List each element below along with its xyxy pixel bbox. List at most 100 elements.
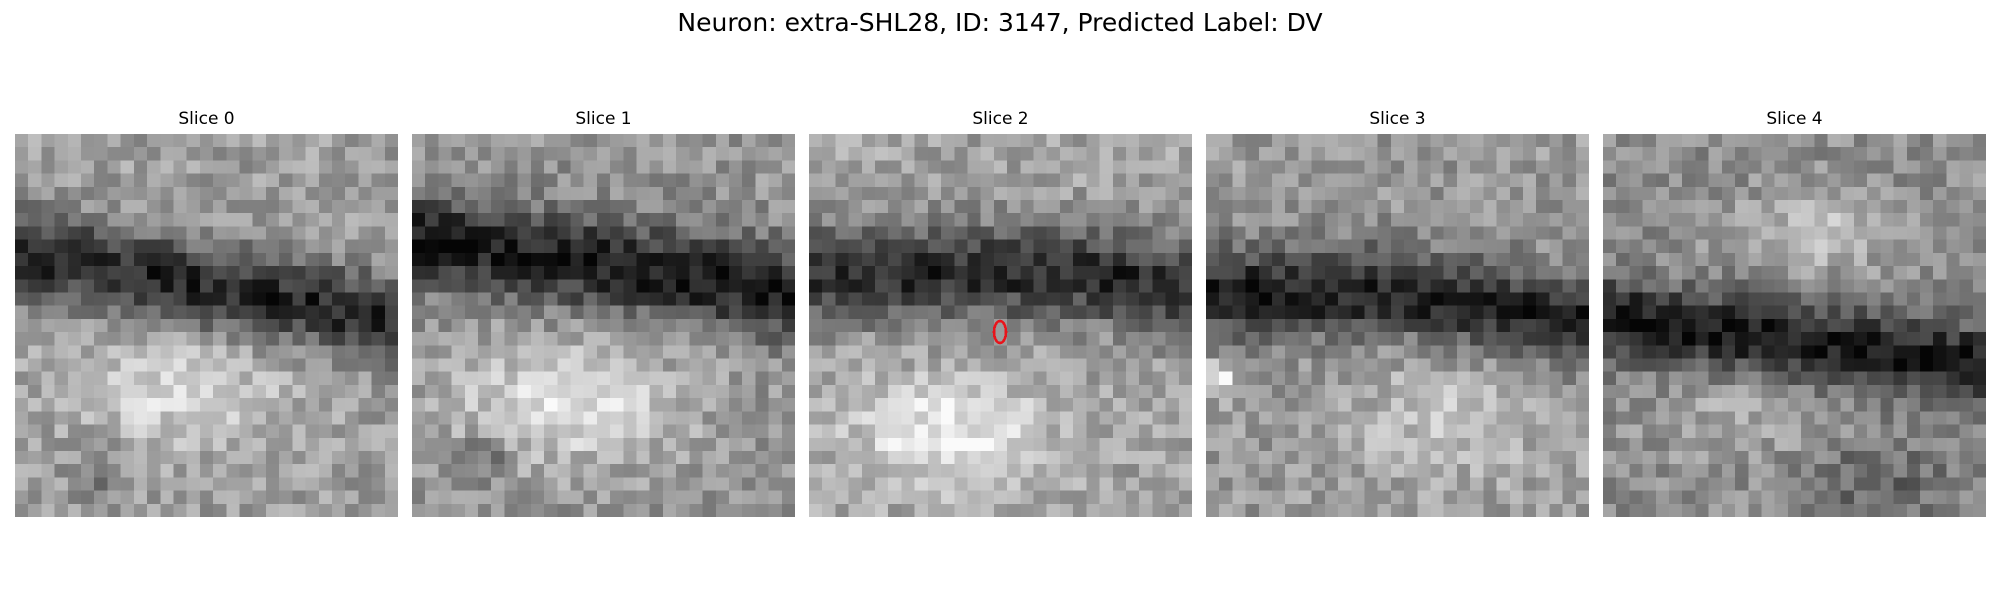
slice-pixel bbox=[1907, 160, 1921, 174]
slice-pixel bbox=[1656, 451, 1670, 465]
slice-pixel bbox=[1549, 134, 1563, 148]
slice-pixel bbox=[425, 345, 439, 359]
slice-pixel bbox=[253, 253, 267, 267]
slice-pixel bbox=[901, 266, 915, 280]
slice-pixel bbox=[954, 147, 968, 161]
slice-pixel bbox=[1722, 226, 1736, 240]
slice-pixel bbox=[240, 226, 254, 240]
slice-pixel bbox=[597, 253, 611, 267]
slice-pixel bbox=[967, 160, 981, 174]
slice-pixel bbox=[266, 451, 280, 465]
slice-pixel bbox=[345, 319, 359, 333]
slice-pixel bbox=[928, 319, 942, 333]
slice-pixel bbox=[1060, 477, 1074, 491]
slice-pixel bbox=[570, 398, 584, 412]
slice-pixel bbox=[147, 292, 161, 306]
slice-pixel bbox=[385, 451, 398, 465]
slice-pixel bbox=[306, 187, 320, 201]
slice-pixel bbox=[875, 160, 889, 174]
slice-pixel bbox=[1497, 266, 1511, 280]
slice-pixel bbox=[1298, 332, 1312, 346]
slice-pixel bbox=[557, 253, 571, 267]
slice-pixel bbox=[319, 253, 333, 267]
slice-pixel bbox=[1894, 425, 1908, 439]
slice-pixel bbox=[213, 359, 227, 373]
slice-pixel bbox=[901, 253, 915, 267]
slice-pixel bbox=[1867, 451, 1881, 465]
slice-pixel bbox=[1695, 213, 1709, 227]
slice-pixel bbox=[1973, 319, 1986, 333]
slice-pixel bbox=[663, 425, 677, 439]
slice-pixel bbox=[173, 464, 187, 478]
slice-pixel bbox=[1920, 319, 1934, 333]
slice-pixel bbox=[81, 160, 95, 174]
slice-pixel bbox=[703, 253, 717, 267]
slice-pixel bbox=[1775, 213, 1789, 227]
slice-pixel bbox=[173, 306, 187, 320]
slice-pixel bbox=[385, 253, 398, 267]
slice-pixel bbox=[134, 477, 148, 491]
slice-pixel bbox=[1086, 491, 1100, 505]
slice-pixel bbox=[1510, 345, 1524, 359]
slice-pixel bbox=[849, 359, 863, 373]
slice-pixel bbox=[372, 504, 386, 517]
slice-pixel bbox=[1695, 359, 1709, 373]
slice-pixel bbox=[544, 345, 558, 359]
slice-pixel bbox=[1457, 319, 1471, 333]
slice-pixel bbox=[1722, 319, 1736, 333]
slice-pixel bbox=[41, 187, 55, 201]
slice-pixel bbox=[1841, 147, 1855, 161]
slice-pixel bbox=[1549, 266, 1563, 280]
slice-pixel bbox=[1457, 213, 1471, 227]
slice-pixel bbox=[676, 491, 690, 505]
slice-pixel bbox=[967, 425, 981, 439]
slice-pixel bbox=[1166, 398, 1180, 412]
slice-pixel bbox=[1364, 279, 1378, 293]
slice-pixel bbox=[742, 385, 756, 399]
slice-pixel bbox=[1563, 240, 1577, 254]
slice-pixel bbox=[1735, 319, 1749, 333]
slice-pixel bbox=[597, 491, 611, 505]
slice-pixel bbox=[15, 451, 29, 465]
slice-pixel bbox=[1682, 359, 1696, 373]
slice-pixel bbox=[1497, 504, 1511, 517]
slice-pixel bbox=[358, 385, 372, 399]
slice-pixel bbox=[1285, 253, 1299, 267]
slice-pixel bbox=[438, 332, 452, 346]
slice-pixel bbox=[623, 385, 637, 399]
slice-pixel bbox=[306, 372, 320, 386]
slice-pixel bbox=[452, 319, 466, 333]
slice-pixel bbox=[1656, 200, 1670, 214]
slice-pixel bbox=[15, 385, 29, 399]
slice-pixel bbox=[518, 491, 532, 505]
slice-pixel bbox=[888, 491, 902, 505]
slice-pixel bbox=[518, 332, 532, 346]
slice-pixel bbox=[41, 266, 55, 280]
slice-pixel bbox=[279, 372, 293, 386]
slice-pixel bbox=[941, 398, 955, 412]
slice-pixel bbox=[518, 398, 532, 412]
slice-pixel bbox=[147, 319, 161, 333]
slice-pixel bbox=[28, 147, 42, 161]
slice-pixel bbox=[173, 477, 187, 491]
slice-pixel bbox=[491, 372, 505, 386]
slice-pixel bbox=[1232, 279, 1246, 293]
slice-pixel bbox=[94, 226, 108, 240]
slice-pixel bbox=[1775, 319, 1789, 333]
slice-pixel bbox=[385, 174, 398, 188]
slice-pixel bbox=[742, 266, 756, 280]
slice-pixel bbox=[716, 240, 730, 254]
slice-pixel bbox=[901, 213, 915, 227]
slice-pixel bbox=[1523, 438, 1537, 452]
slice-pixel bbox=[279, 411, 293, 425]
slice-pixel bbox=[1828, 345, 1842, 359]
slice-pixel bbox=[849, 226, 863, 240]
slice-pixel bbox=[1047, 372, 1061, 386]
slice-pixel bbox=[703, 345, 717, 359]
slice-pixel bbox=[1285, 306, 1299, 320]
slice-pixel bbox=[279, 491, 293, 505]
slice-pixel bbox=[213, 147, 227, 161]
slice-pixel bbox=[1695, 477, 1709, 491]
slice-pixel bbox=[1643, 451, 1657, 465]
slice-pixel bbox=[782, 279, 795, 293]
